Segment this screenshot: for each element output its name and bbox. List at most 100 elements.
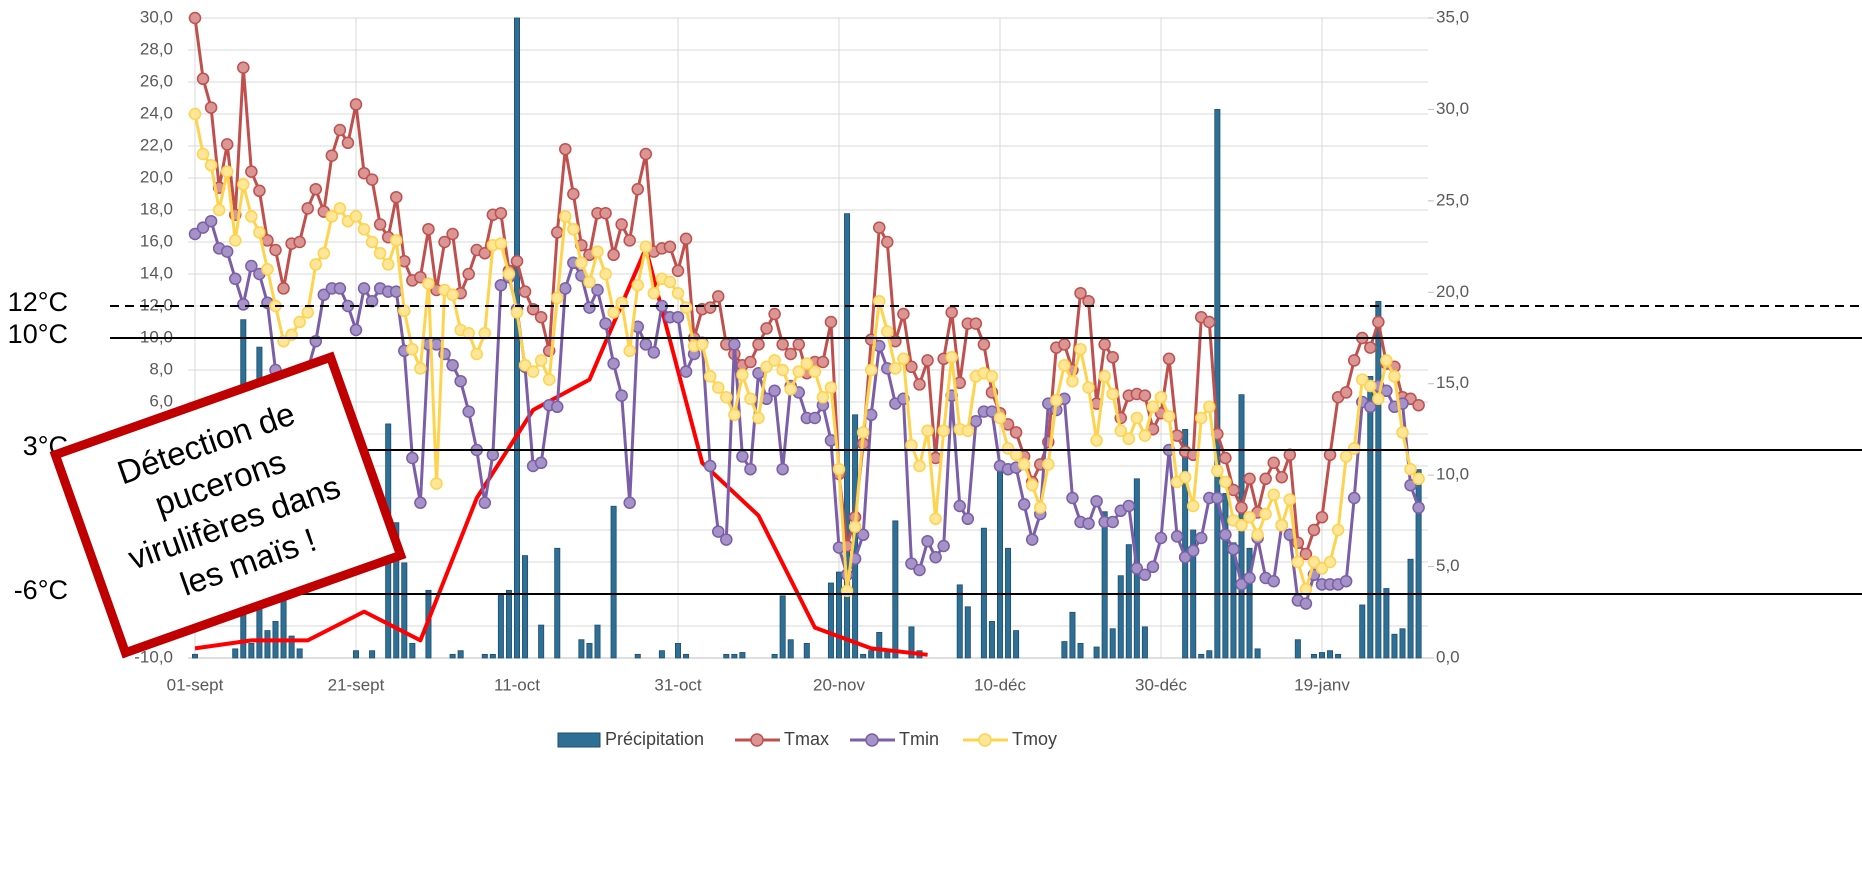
marker — [373, 218, 387, 231]
y2-tick-label: 30,0 — [1436, 99, 1469, 118]
marker — [341, 136, 355, 150]
bar — [964, 606, 971, 659]
marker — [518, 285, 532, 298]
marker — [357, 166, 371, 180]
marker — [703, 370, 717, 383]
marker — [253, 226, 266, 239]
bar — [1319, 652, 1326, 659]
y-tick-label: 8,0 — [149, 359, 173, 378]
bar — [522, 555, 529, 659]
marker — [969, 317, 983, 330]
marker — [1356, 373, 1369, 386]
marker — [575, 256, 588, 270]
marker — [824, 381, 838, 394]
marker — [703, 301, 717, 314]
marker — [253, 184, 266, 198]
marker — [607, 306, 620, 319]
marker — [768, 384, 781, 398]
marker — [913, 459, 926, 473]
bar — [844, 213, 851, 659]
bar — [578, 639, 585, 659]
marker — [1195, 531, 1208, 545]
bar — [1117, 575, 1124, 659]
marker — [317, 288, 331, 302]
bar — [288, 635, 295, 659]
marker — [470, 347, 483, 361]
marker — [1412, 472, 1425, 486]
bar — [723, 653, 730, 659]
marker — [349, 98, 363, 111]
marker — [559, 282, 572, 295]
marker — [494, 237, 508, 250]
bar — [352, 650, 359, 659]
marker — [623, 344, 636, 358]
bar — [1222, 493, 1229, 659]
marker — [357, 222, 371, 236]
marker — [1001, 442, 1015, 455]
marker — [712, 290, 725, 303]
x-tick-label: 21-sept — [328, 675, 385, 694]
bar — [988, 621, 995, 659]
bar — [892, 520, 899, 659]
legend-label: Précipitation — [605, 729, 704, 749]
legend-label: Tmin — [899, 729, 939, 749]
bar — [1005, 547, 1012, 659]
marker — [502, 267, 516, 281]
bar — [481, 653, 488, 659]
marker — [897, 352, 910, 366]
marker — [365, 235, 379, 249]
marker — [567, 222, 580, 236]
bar — [771, 653, 778, 659]
marker — [752, 411, 765, 425]
marker — [1066, 491, 1079, 505]
marker — [220, 138, 234, 151]
marker — [961, 512, 975, 526]
bar — [787, 639, 794, 659]
marker — [776, 363, 789, 377]
marker — [1347, 354, 1361, 367]
marker — [784, 382, 797, 396]
marker — [832, 462, 846, 476]
marker — [744, 392, 757, 406]
x-tick-label: 19-janv — [1294, 675, 1350, 694]
marker — [1243, 472, 1256, 486]
marker — [1380, 354, 1393, 367]
bar — [1069, 611, 1076, 659]
marker — [446, 288, 459, 302]
bar — [586, 642, 593, 659]
marker — [204, 101, 218, 114]
marker — [728, 338, 741, 351]
bar — [610, 505, 617, 659]
marker — [534, 456, 548, 470]
marker — [422, 222, 435, 236]
marker — [1106, 515, 1119, 529]
marker — [559, 142, 572, 156]
marker — [1090, 494, 1103, 508]
marker — [1219, 451, 1232, 465]
marker — [1243, 510, 1256, 524]
reference-label: 12°C — [8, 287, 68, 317]
marker — [679, 365, 693, 378]
marker — [1130, 411, 1144, 425]
marker — [913, 563, 926, 577]
bar — [1359, 604, 1366, 659]
x-tick-label: 30-déc — [1135, 675, 1187, 694]
marker — [631, 278, 644, 292]
marker — [792, 338, 805, 351]
marker — [1138, 568, 1152, 582]
y2-tick-label: 10,0 — [1436, 465, 1469, 484]
bar — [1383, 588, 1390, 659]
y-tick-label: 6,0 — [149, 391, 173, 410]
marker — [349, 210, 363, 223]
marker — [390, 190, 403, 204]
x-tick-label: 20-nov — [813, 675, 865, 694]
marker — [1259, 507, 1272, 521]
bar — [731, 653, 738, 659]
marker — [808, 411, 822, 425]
marker — [510, 254, 524, 268]
marker — [1082, 517, 1095, 530]
marker — [1066, 374, 1079, 388]
marker — [961, 424, 975, 438]
bar — [191, 653, 198, 659]
marker — [1050, 394, 1063, 407]
